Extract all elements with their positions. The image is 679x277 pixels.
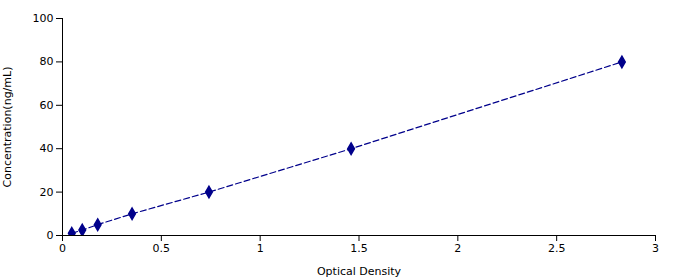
svg-text:0: 0	[47, 229, 54, 242]
svg-text:1: 1	[257, 242, 264, 255]
svg-text:100: 100	[33, 12, 54, 25]
svg-text:3: 3	[652, 242, 659, 255]
svg-text:20: 20	[40, 186, 54, 199]
svg-text:0.5: 0.5	[153, 242, 171, 255]
svg-text:60: 60	[40, 99, 54, 112]
svg-text:80: 80	[40, 55, 54, 68]
svg-text:40: 40	[40, 142, 54, 155]
svg-text:1.5: 1.5	[350, 242, 368, 255]
svg-text:2.5: 2.5	[548, 242, 566, 255]
svg-text:0: 0	[59, 242, 66, 255]
svg-text:2: 2	[454, 242, 461, 255]
svg-text:Optical Density: Optical Density	[317, 265, 402, 277]
svg-text:Concentration(ng/mL): Concentration(ng/mL)	[1, 67, 14, 188]
